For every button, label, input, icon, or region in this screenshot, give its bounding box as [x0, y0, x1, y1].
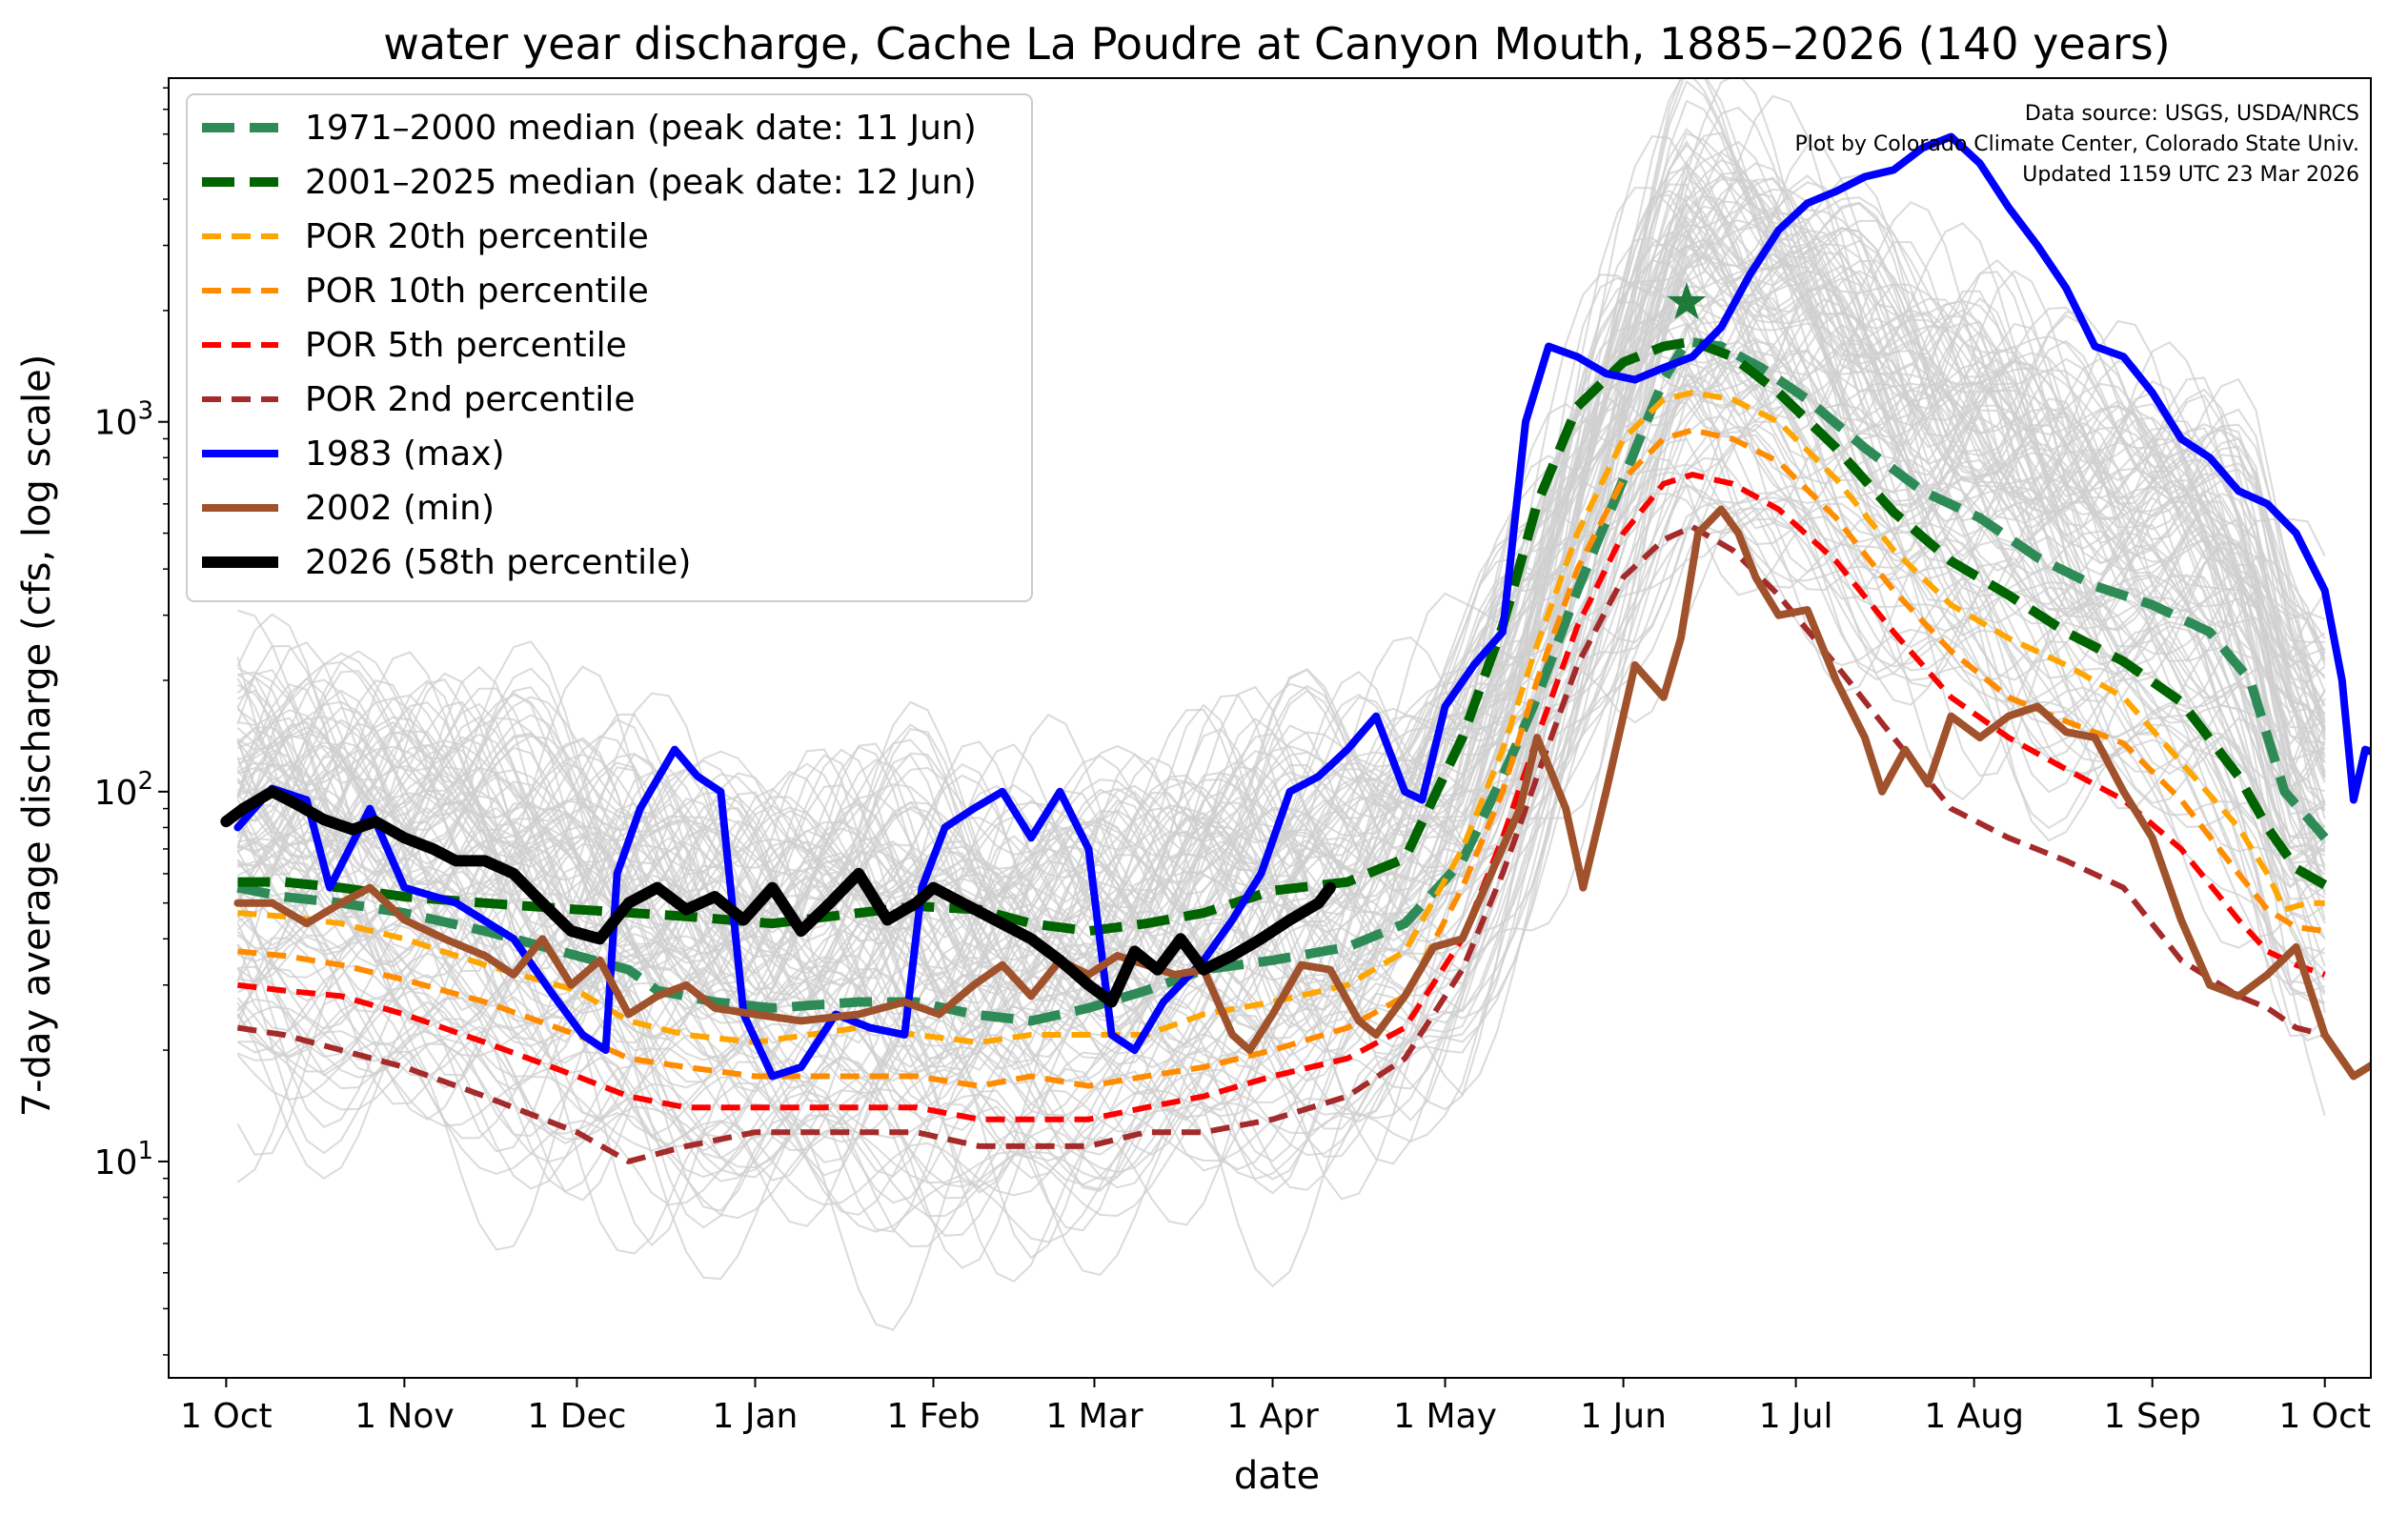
y-tick-base: 10: [94, 1143, 138, 1182]
markers: [1667, 282, 1707, 320]
x-tick-label: 1 Jul: [1759, 1397, 1833, 1436]
background-year-line: [236, 302, 2326, 1194]
legend-label-2: POR 20th percentile: [305, 217, 649, 256]
x-tick-label: 1 Oct: [2278, 1397, 2371, 1436]
legend-label-8: 2026 (58th percentile): [305, 543, 691, 582]
x-axis-ticks: 1 Oct 1 Nov 1 Dec 1 Jan 1 Feb 1 Mar 1 Apr 1 May…: [180, 1378, 2371, 1436]
background-year-line: [236, 144, 2326, 950]
series-line-5: [236, 523, 2326, 1164]
x-tick-label: 1 Sep: [2104, 1397, 2201, 1436]
legend-label-7: 2002 (min): [305, 489, 495, 528]
series-line-0: [236, 336, 2329, 1026]
chart-title: water year discharge, Cache La Poudre at…: [383, 18, 2170, 70]
legend-label-4: POR 5th percentile: [305, 326, 627, 365]
x-tick-label: 1 Jan: [713, 1397, 799, 1436]
y-tick-exponent: 1: [137, 1137, 153, 1165]
x-tick-label: 1 Aug: [1924, 1397, 2024, 1436]
y-tick-base: 10: [94, 774, 138, 813]
background-year-line: [236, 203, 2326, 1032]
background-year-line: [236, 369, 2326, 1068]
background-year-line: [236, 315, 2326, 1260]
series-line-7: [233, 505, 2371, 1081]
series-line-2: [237, 390, 2325, 1045]
x-tick-label: 1 Dec: [527, 1397, 626, 1436]
background-year-line: [236, 200, 2326, 980]
y-tick-label: 103: [94, 397, 153, 443]
x-tick-label: 1 Jun: [1580, 1397, 1667, 1436]
background-year-line: [236, 501, 2326, 1243]
y-tick-base: 10: [94, 404, 138, 443]
series-line-1: [237, 336, 2328, 937]
background-year-line: [236, 131, 2326, 888]
background-year-line: [236, 455, 2326, 1269]
legend-label-6: 1983 (max): [305, 435, 505, 474]
background-year-line: [236, 337, 2325, 1142]
background-year-line: [236, 423, 2326, 1281]
x-tick-label: 1 Mar: [1045, 1397, 1143, 1436]
background-year-line: [236, 139, 2326, 1010]
peak-star-marker: [1667, 282, 1707, 320]
y-tick-label: 102: [94, 767, 153, 813]
credit-updated: Updated 1159 UTC 23 Mar 2026: [2022, 163, 2359, 187]
series-lines: [220, 132, 2371, 1164]
plot-frame: [168, 77, 2372, 1379]
series-line-6: [233, 132, 2371, 1081]
legend-label-3: POR 10th percentile: [305, 272, 649, 311]
legend-box: [186, 93, 1033, 602]
legend-label-1: 2001–2025 median (peak date: 12 Jun): [305, 163, 977, 202]
legend: 1971–2000 median (peak date: 11 Jun) 2001…: [186, 93, 1033, 602]
background-year-line: [236, 193, 2325, 1072]
background-year-line: [236, 79, 2326, 931]
credit-author: Plot by Colorado Climate Center, Colorad…: [1795, 132, 2360, 156]
y-tick-exponent: 2: [137, 767, 153, 796]
x-tick-label: 1 Oct: [180, 1397, 273, 1436]
series-line-8: [220, 785, 1336, 1008]
legend-label-0: 1971–2000 median (peak date: 11 Jun): [305, 109, 977, 148]
background-year-line: [236, 78, 2326, 954]
background-year-line: [236, 183, 2326, 967]
y-axis-label: 7-day average discharge (cfs, log scale): [15, 354, 59, 1118]
credits: Data source: USGS, USDA/NRCS Plot by Col…: [1795, 102, 2360, 187]
background-year-line: [236, 263, 2326, 1060]
x-axis-label: date: [1234, 1454, 1320, 1498]
x-tick-label: 1 Apr: [1226, 1397, 1319, 1436]
plot-area: [220, 78, 2371, 1331]
x-tick-label: 1 Feb: [886, 1397, 980, 1436]
x-tick-label: 1 May: [1393, 1397, 1497, 1436]
x-tick-label: 1 Nov: [354, 1397, 455, 1436]
background-year-line: [236, 214, 2325, 950]
legend-label-5: POR 2nd percentile: [305, 380, 636, 419]
y-tick-exponent: 3: [137, 397, 153, 426]
credit-source: Data source: USGS, USDA/NRCS: [2025, 102, 2359, 126]
y-tick-label: 101: [94, 1137, 153, 1182]
background-year-line: [237, 508, 2326, 1248]
